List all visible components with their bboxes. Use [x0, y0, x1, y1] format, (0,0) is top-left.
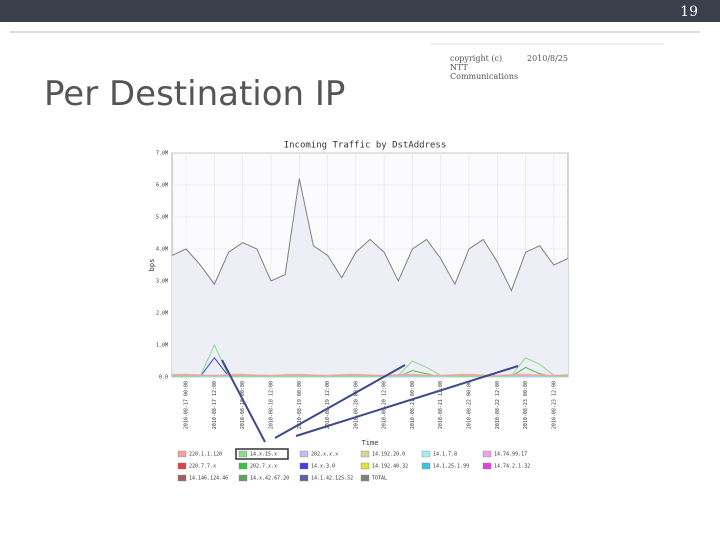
copyright: copyright (c) NTT Communications — [450, 54, 519, 81]
legend-label: 14.146.124.46 — [189, 476, 228, 482]
legend-label: 14.1.7.8 — [433, 452, 457, 458]
legend-swatch — [299, 462, 309, 470]
arrow — [221, 359, 266, 443]
y-tick-label: 7.0M — [156, 151, 168, 157]
legend-label: 202.7.x.x — [250, 464, 277, 470]
legend-swatch — [360, 462, 370, 470]
x-tick-label: 2010-08-22 00:00 — [467, 381, 473, 429]
legend-label: 14.192.40.32 — [372, 464, 408, 470]
legend-label: 14.74.2.1.32 — [494, 464, 530, 470]
series-line — [171, 374, 569, 377]
legend-swatch — [482, 462, 492, 470]
y-axis-label: bps — [148, 259, 156, 272]
legend-swatch — [238, 450, 248, 458]
legend-label: 220.7.7.x — [189, 464, 216, 470]
legend-swatch — [238, 474, 248, 482]
slide-number: 19 — [680, 4, 698, 20]
x-tick-label: 2010-08-19 00:00 — [297, 381, 303, 429]
y-tick-label: 3.0M — [156, 279, 168, 285]
legend-label: 14.x.3.0 — [311, 464, 335, 470]
date: 2010/8/25 — [527, 54, 569, 63]
legend-label: 202.x.x.x — [311, 452, 338, 458]
y-tick-label: 2.0M — [156, 311, 168, 317]
slide-title: Per Destination IP — [44, 74, 346, 114]
legend-label: 14.x.15.x — [250, 452, 277, 458]
x-tick-label: 2010-08-21 00:00 — [410, 381, 416, 429]
legend-label: 14.1.42.125.52 — [311, 476, 353, 482]
x-tick-label: 2010-08-17 12:00 — [212, 381, 218, 429]
legend: 220.1.1.120 14.x.15.x 202.x.x.x 14.192.20.0… — [177, 450, 530, 482]
legend-label: 14.192.20.0 — [372, 452, 405, 458]
legend-label: 14.74.99.17 — [494, 452, 527, 458]
x-tick-label: 2010-08-23 00:00 — [523, 381, 529, 429]
y-tick-label: 6.0M — [156, 183, 168, 189]
x-tick-label: 2010-08-18 00:00 — [240, 381, 246, 429]
y-tick-label: 5.0M — [156, 215, 168, 221]
legend-label: TOTAL — [372, 476, 387, 482]
x-tick-label: 2010-08-23 12:00 — [551, 381, 557, 429]
x-tick-label: 2010-08-22 12:00 — [495, 381, 501, 429]
legend-swatch — [421, 462, 431, 470]
x-tick-label: 2010-08-20 12:00 — [382, 381, 388, 429]
y-tick-label: 1.0M — [156, 343, 168, 349]
y-tick-label: 0.0 — [159, 375, 168, 381]
legend-label: 220.1.1.120 — [189, 452, 222, 458]
legend-swatch — [421, 450, 431, 458]
arrow — [274, 364, 406, 439]
series-line — [171, 373, 569, 376]
x-tick-label: 2010-08-18 12:00 — [269, 381, 275, 429]
chart-title: Incoming Traffic by DstAddress — [284, 141, 447, 151]
plot: 0.0 1.0M 2.0M 3.0M 4.0M 5.0M 6.0M 7.0M 2010-08-1… — [156, 151, 569, 429]
legend-swatch — [360, 450, 370, 458]
legend-swatch — [238, 462, 248, 470]
total-area — [172, 178, 568, 377]
legend-label: 14.x.42.67.20 — [250, 476, 289, 482]
top-bar — [0, 0, 720, 22]
legend-swatch — [482, 450, 492, 458]
y-tick-label: 4.0M — [156, 247, 168, 253]
legend-swatch — [177, 474, 187, 482]
series-line — [171, 178, 569, 292]
legend-swatch — [299, 474, 309, 482]
legend-label: 14.1.25.1.99 — [433, 464, 469, 470]
legend-swatch — [177, 450, 187, 458]
x-tick-label: 2010-08-20 00:00 — [353, 381, 359, 429]
legend-swatch — [299, 450, 309, 458]
x-tick-label: 2010-08-21 12:00 — [438, 381, 444, 429]
x-tick-label: 2010-08-17 00:00 — [184, 381, 190, 429]
legend-swatch — [177, 462, 187, 470]
legend-swatch — [360, 474, 370, 482]
x-tick-label: 2010-08-19 12:00 — [325, 381, 331, 429]
highlight-box — [235, 448, 289, 460]
arrows — [221, 359, 519, 443]
arrow — [295, 365, 519, 437]
x-axis-label: Time — [362, 439, 379, 447]
